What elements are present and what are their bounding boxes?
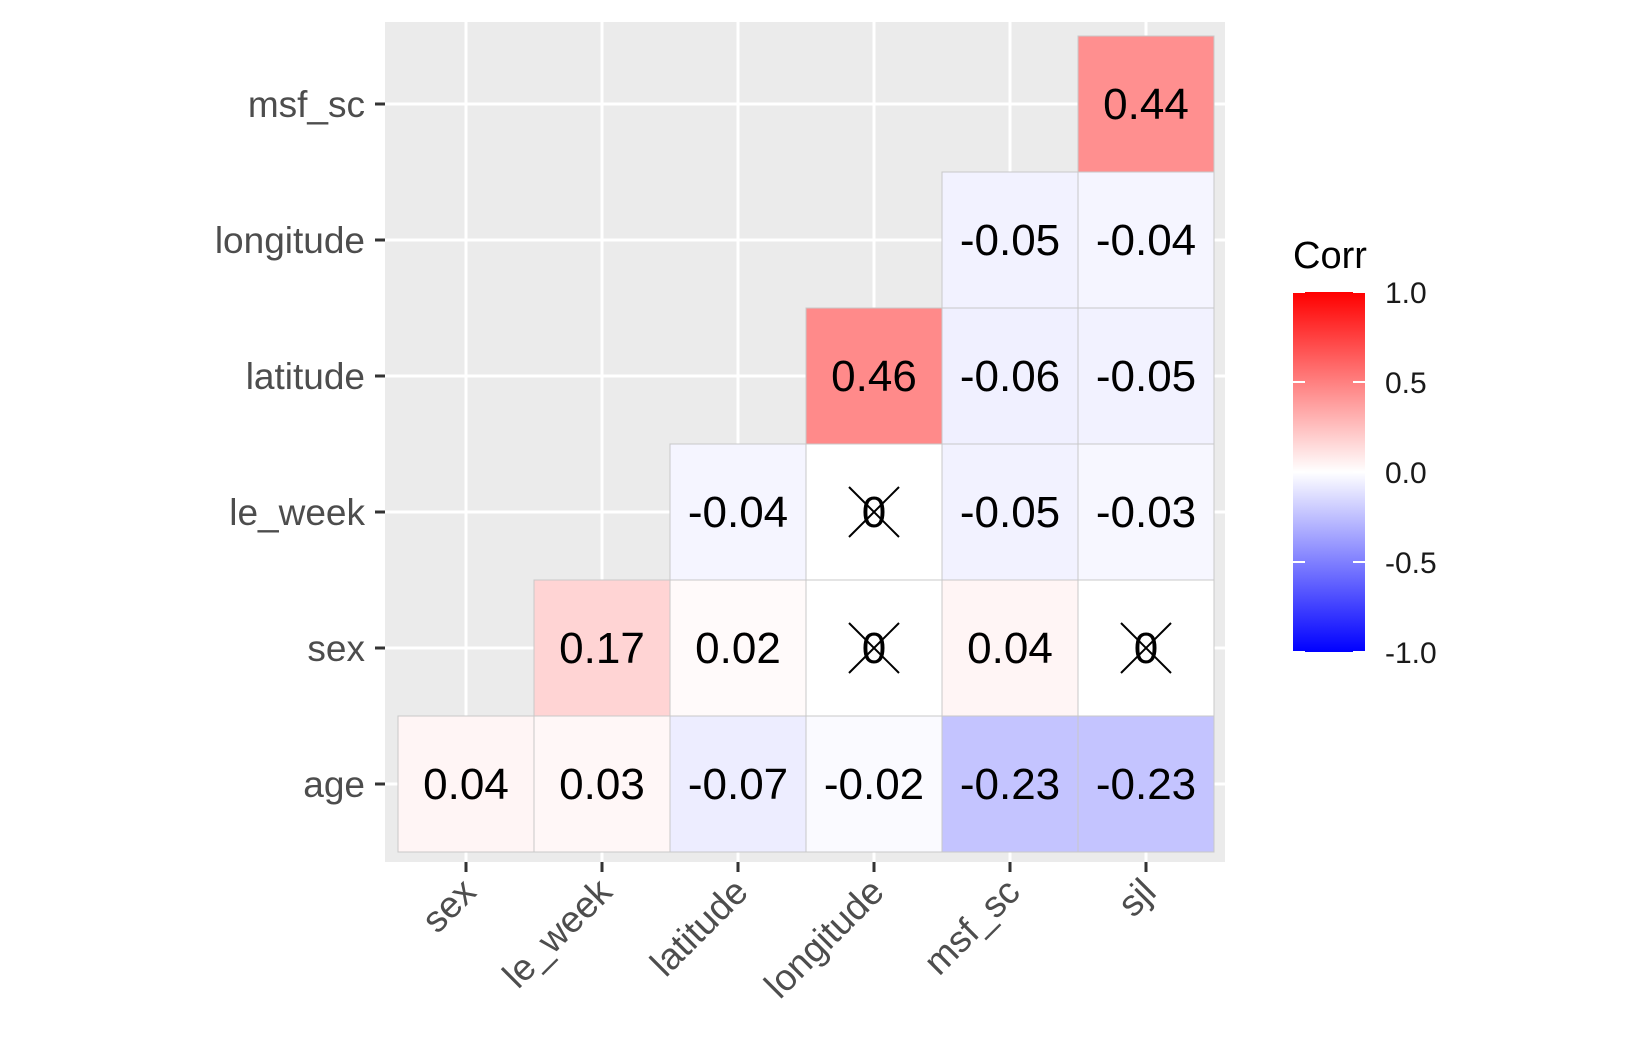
cell-tile: [941, 715, 1079, 853]
cell-value-label: 0.03: [559, 760, 645, 809]
heatmap-cell: 0.03: [533, 715, 671, 853]
legend-ticks: 1.0 0.5 0.0 -0.5 -1.0: [1293, 277, 1437, 670]
cell-value-label: 0.02: [695, 624, 781, 673]
legend: Corr 1.0 0.5 0.0 -0.5 -1.0: [1293, 235, 1437, 670]
y-tick-label: le_week: [229, 492, 365, 533]
nonsignificant-cross-mark: [848, 622, 900, 674]
cell-value-label: -0.07: [688, 760, 788, 809]
heatmap-cell: -0.23: [1077, 715, 1215, 853]
cell-tile: [941, 443, 1079, 581]
cell-value-label: -0.06: [960, 352, 1060, 401]
heatmap-cell: 0.04: [397, 715, 535, 853]
heatmap-cells: 0.04 0.03 -0.07 -0.02 -0.23 -0.23 0.17 0.02 0 0.0…: [397, 35, 1215, 853]
y-axis: age sex le_week latitude longitude msf_sc: [215, 84, 385, 805]
heatmap-cell: -0.03: [1077, 443, 1215, 581]
x-tick-label: latitude: [642, 871, 755, 984]
legend-tick-label: 0.0: [1385, 457, 1427, 490]
y-tick-label: longitude: [215, 220, 365, 261]
cell-value-label: -0.02: [824, 760, 924, 809]
cell-value-label: -0.04: [1096, 216, 1196, 265]
x-tick-label: le_week: [495, 870, 620, 995]
heatmap-cell: 0.17: [533, 579, 671, 717]
heatmap-cell: -0.05: [941, 443, 1079, 581]
y-tick-label: msf_sc: [248, 84, 365, 125]
cell-tile: [805, 715, 943, 853]
cell-value-label: 0.04: [423, 760, 509, 809]
heatmap-cell: 0.44: [1077, 35, 1215, 173]
cell-value-label: 0.17: [559, 624, 645, 673]
cell-tile: [805, 307, 943, 445]
cell-value-label: 0.04: [967, 624, 1053, 673]
x-axis: sex le_week latitude longitude msf_sc sjl: [414, 862, 1164, 1006]
x-tick-label: sjl: [1110, 871, 1164, 925]
nonsignificant-cross-mark: [1120, 622, 1172, 674]
heatmap-cell: -0.07: [669, 715, 807, 853]
heatmap-cell: -0.06: [941, 307, 1079, 445]
x-tick-label: msf_sc: [916, 871, 1028, 983]
x-tick-label: sex: [414, 870, 484, 940]
nonsignificant-cross-mark: [848, 486, 900, 538]
cell-value-label: 0.44: [1103, 80, 1189, 129]
heatmap-cell: -0.05: [1077, 307, 1215, 445]
heatmap-cell: 0: [805, 443, 943, 581]
cell-tile: [397, 715, 535, 853]
heatmap-cell: 0.02: [669, 579, 807, 717]
heatmap-cell: 0: [1077, 579, 1215, 717]
heatmap-cell: -0.04: [669, 443, 807, 581]
y-tick-label: sex: [307, 628, 365, 669]
cell-tile: [669, 715, 807, 853]
heatmap-cell: 0.04: [941, 579, 1079, 717]
legend-title: Corr: [1293, 235, 1367, 277]
cell-tile: [941, 579, 1079, 717]
legend-tick-label: -1.0: [1385, 637, 1437, 670]
legend-tick-label: -0.5: [1385, 547, 1437, 580]
cell-value-label: -0.05: [960, 216, 1060, 265]
cell-value-label: 0.46: [831, 352, 917, 401]
x-tick-label: longitude: [756, 871, 891, 1006]
heatmap-cell: -0.04: [1077, 171, 1215, 309]
cell-value-label: -0.23: [960, 760, 1060, 809]
cell-tile: [1077, 443, 1215, 581]
heatmap-cell: -0.23: [941, 715, 1079, 853]
heatmap-cell: -0.02: [805, 715, 943, 853]
cell-tile: [1077, 35, 1215, 173]
cell-tile: [941, 171, 1079, 309]
heatmap-cell: 0: [805, 579, 943, 717]
legend-tick-label: 1.0: [1385, 277, 1427, 310]
cell-tile: [533, 579, 671, 717]
cell-value-label: -0.05: [960, 488, 1060, 537]
cell-value-label: -0.03: [1096, 488, 1196, 537]
cell-value-label: -0.23: [1096, 760, 1196, 809]
heatmap-cell: -0.05: [941, 171, 1079, 309]
cell-tile: [1077, 307, 1215, 445]
cell-tile: [1077, 715, 1215, 853]
cell-value-label: -0.04: [688, 488, 788, 537]
legend-tick-label: 0.5: [1385, 367, 1427, 400]
cell-value-label: -0.05: [1096, 352, 1196, 401]
cell-tile: [1077, 171, 1215, 309]
y-tick-label: latitude: [246, 356, 365, 397]
y-tick-label: age: [303, 764, 365, 805]
heatmap-cell: 0.46: [805, 307, 943, 445]
